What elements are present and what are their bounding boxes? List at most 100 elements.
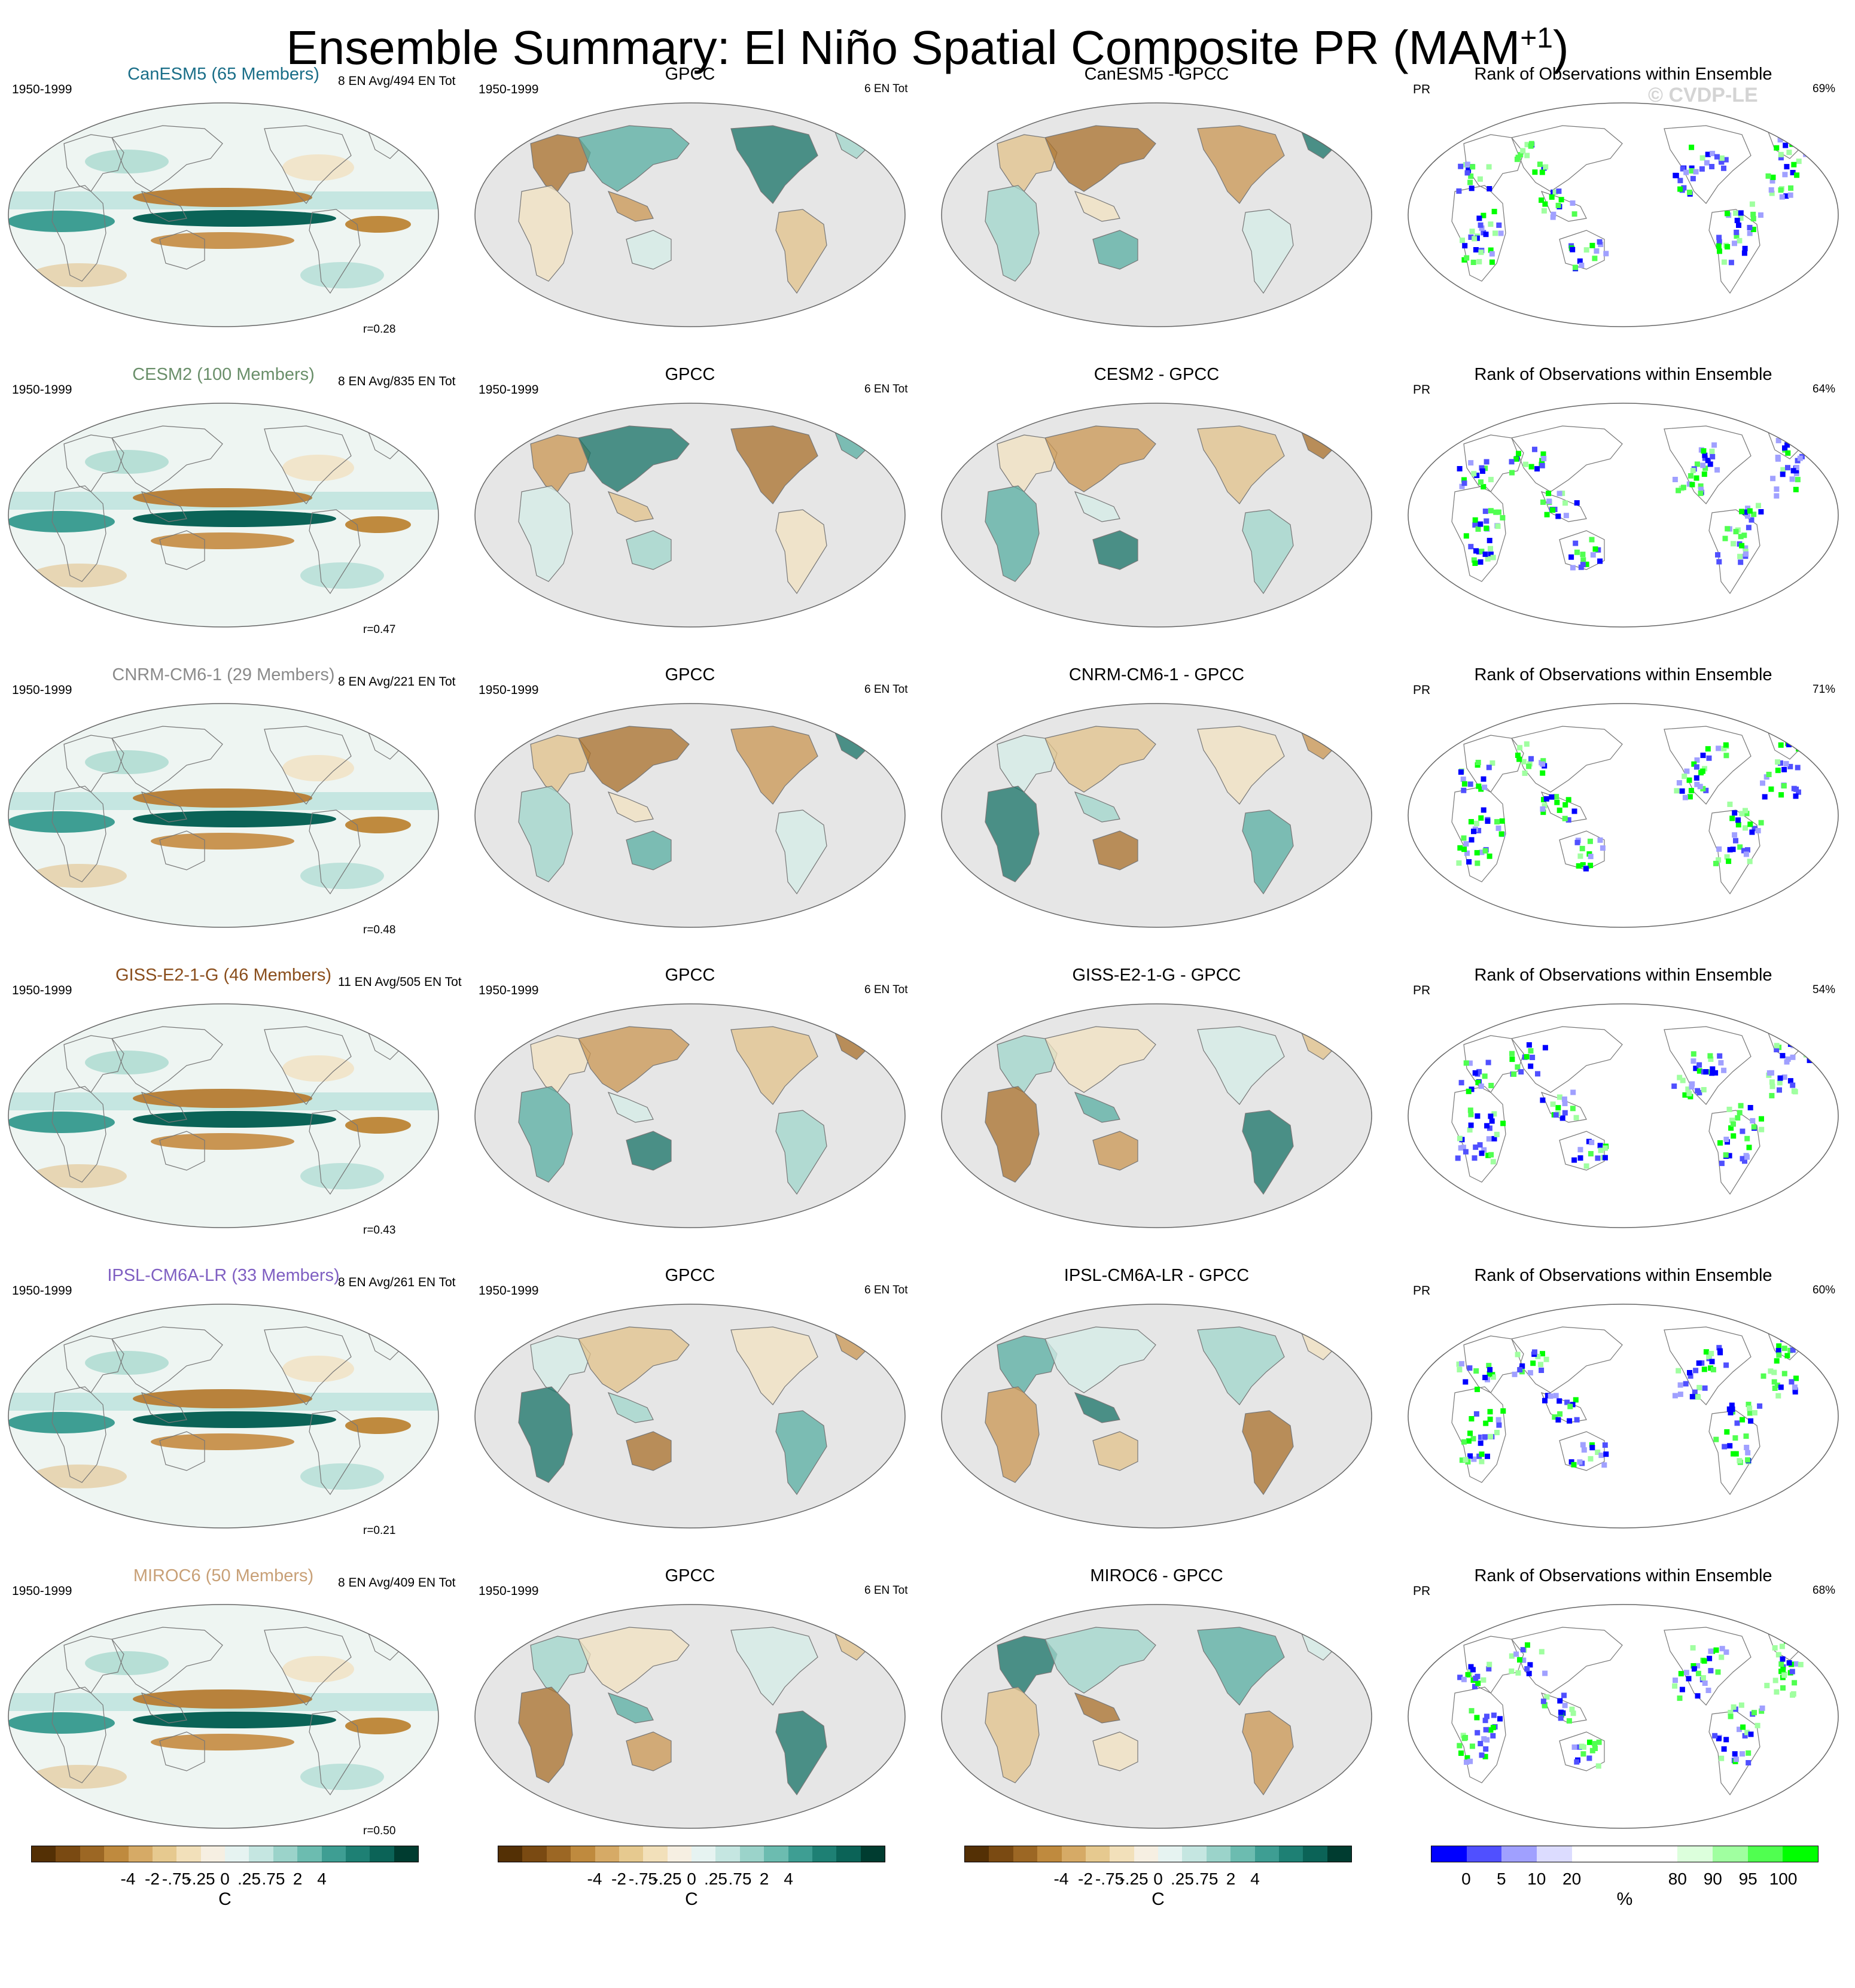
rank-cell (1732, 810, 1738, 816)
rank-percent-label: 68% (1813, 1584, 1836, 1597)
colorbar-swatch (1747, 1846, 1783, 1862)
rank-cell (1567, 1418, 1573, 1424)
continent-outline (997, 434, 1058, 492)
rank-cell (1719, 1646, 1725, 1652)
rank-cell (1746, 1144, 1752, 1150)
rank-cell (1709, 1070, 1715, 1076)
rank-cell (1524, 1666, 1530, 1672)
rank-cell (1727, 801, 1733, 807)
continent-outline (1559, 1431, 1605, 1471)
colorbar-swatch (498, 1846, 523, 1862)
rank-cell (1752, 1710, 1757, 1716)
rank-cell (1554, 794, 1559, 800)
continent-outline (1664, 425, 1752, 504)
rank-cell (1482, 1073, 1488, 1079)
rank-cell (1555, 1417, 1561, 1423)
rank-cell (1714, 467, 1720, 473)
continent-outline (141, 491, 187, 522)
continent-outline (111, 1326, 223, 1393)
rank-cell (1597, 837, 1603, 843)
rank-cell (1766, 1070, 1772, 1076)
rank-cell (1691, 761, 1697, 767)
continent-outline (63, 434, 124, 492)
rank-cell (1781, 783, 1787, 788)
period-label: 1950-1999 (479, 984, 539, 997)
rank-cell (1708, 1351, 1714, 1356)
continent-outline (111, 125, 223, 192)
continent-outline (1044, 726, 1156, 793)
rank-cell (1737, 553, 1743, 559)
rank-cell (1535, 1353, 1541, 1359)
continent-outline (530, 434, 591, 492)
rank-cell (1470, 1667, 1476, 1673)
rank-cell (1785, 465, 1790, 471)
rank-cell (1793, 486, 1799, 492)
anomaly-band (133, 210, 336, 227)
rank-cell (1733, 1451, 1739, 1457)
rank-cell (1674, 788, 1680, 794)
rank-cell (1742, 245, 1748, 251)
rank-cell (1482, 551, 1488, 557)
colorbar-tick-label: 2 (1226, 1870, 1236, 1888)
rank-cell (1677, 1382, 1683, 1388)
continent-outline (159, 1431, 205, 1471)
rank-cell (1573, 540, 1579, 546)
rank-cell (1673, 1678, 1678, 1683)
rank-cell (1702, 465, 1708, 471)
rank-variable-label: PR (1413, 383, 1431, 397)
rank-cell (1473, 1144, 1479, 1150)
rank-cell (1696, 1068, 1702, 1074)
rank-cell (1590, 552, 1596, 558)
rank-cell (1471, 471, 1477, 477)
rank-cell (1509, 1057, 1515, 1063)
rank-cell (1462, 243, 1468, 249)
rank-cell (1478, 222, 1484, 228)
rank-map (1408, 703, 1839, 928)
rank-cell (1485, 1060, 1491, 1065)
continent-outline (111, 425, 223, 492)
rank-cell (1688, 788, 1694, 793)
rank-cell (1542, 201, 1548, 207)
rank-cell (1488, 1433, 1494, 1439)
rank-cell (1793, 470, 1799, 476)
rank-panel-title: Rank of Observations within Ensemble (1474, 365, 1772, 384)
rank-cell (1472, 1070, 1478, 1076)
rank-cell (1562, 815, 1568, 821)
rank-cell (1783, 761, 1789, 767)
anomaly-band (133, 510, 336, 527)
rank-cell (1745, 1450, 1751, 1456)
obs-panel-title: GPCC (665, 65, 715, 84)
rank-cell (1744, 1730, 1750, 1736)
obs-event-count: 6 EN Tot (864, 383, 908, 395)
rank-cell (1479, 1451, 1485, 1457)
rank-cell (1487, 853, 1492, 859)
rank-cell (1739, 811, 1745, 817)
map-background (1408, 704, 1838, 927)
rank-cell (1458, 1145, 1464, 1151)
rank-cell (1550, 1101, 1556, 1107)
colorbar-swatch (1182, 1846, 1207, 1862)
continent-outline (1664, 1026, 1752, 1105)
rank-cell (1713, 1436, 1719, 1442)
rank-cell (1461, 781, 1467, 787)
event-count-label: 8 EN Avg/494 EN Tot (338, 74, 456, 88)
rank-cell (1465, 1672, 1471, 1678)
continent-outline (1044, 1326, 1156, 1393)
rank-cell (1683, 169, 1689, 175)
anomaly-band (8, 1412, 115, 1433)
rank-cell (1528, 464, 1534, 470)
continent-outline (51, 485, 106, 582)
rank-cell (1586, 1755, 1592, 1761)
colorbar-swatch (715, 1846, 740, 1862)
continent-outline (1074, 791, 1120, 823)
rank-cell (1751, 512, 1757, 517)
rank-cell (1534, 466, 1540, 472)
rank-cell (1727, 1443, 1733, 1449)
rank-cell (1787, 763, 1793, 769)
continent-outline (111, 726, 223, 793)
rank-cell (1750, 211, 1756, 217)
rank-cell (1721, 1746, 1727, 1752)
rank-cell (1580, 1751, 1586, 1757)
rank-cell (1727, 847, 1733, 853)
rank-cell (1601, 1462, 1607, 1468)
